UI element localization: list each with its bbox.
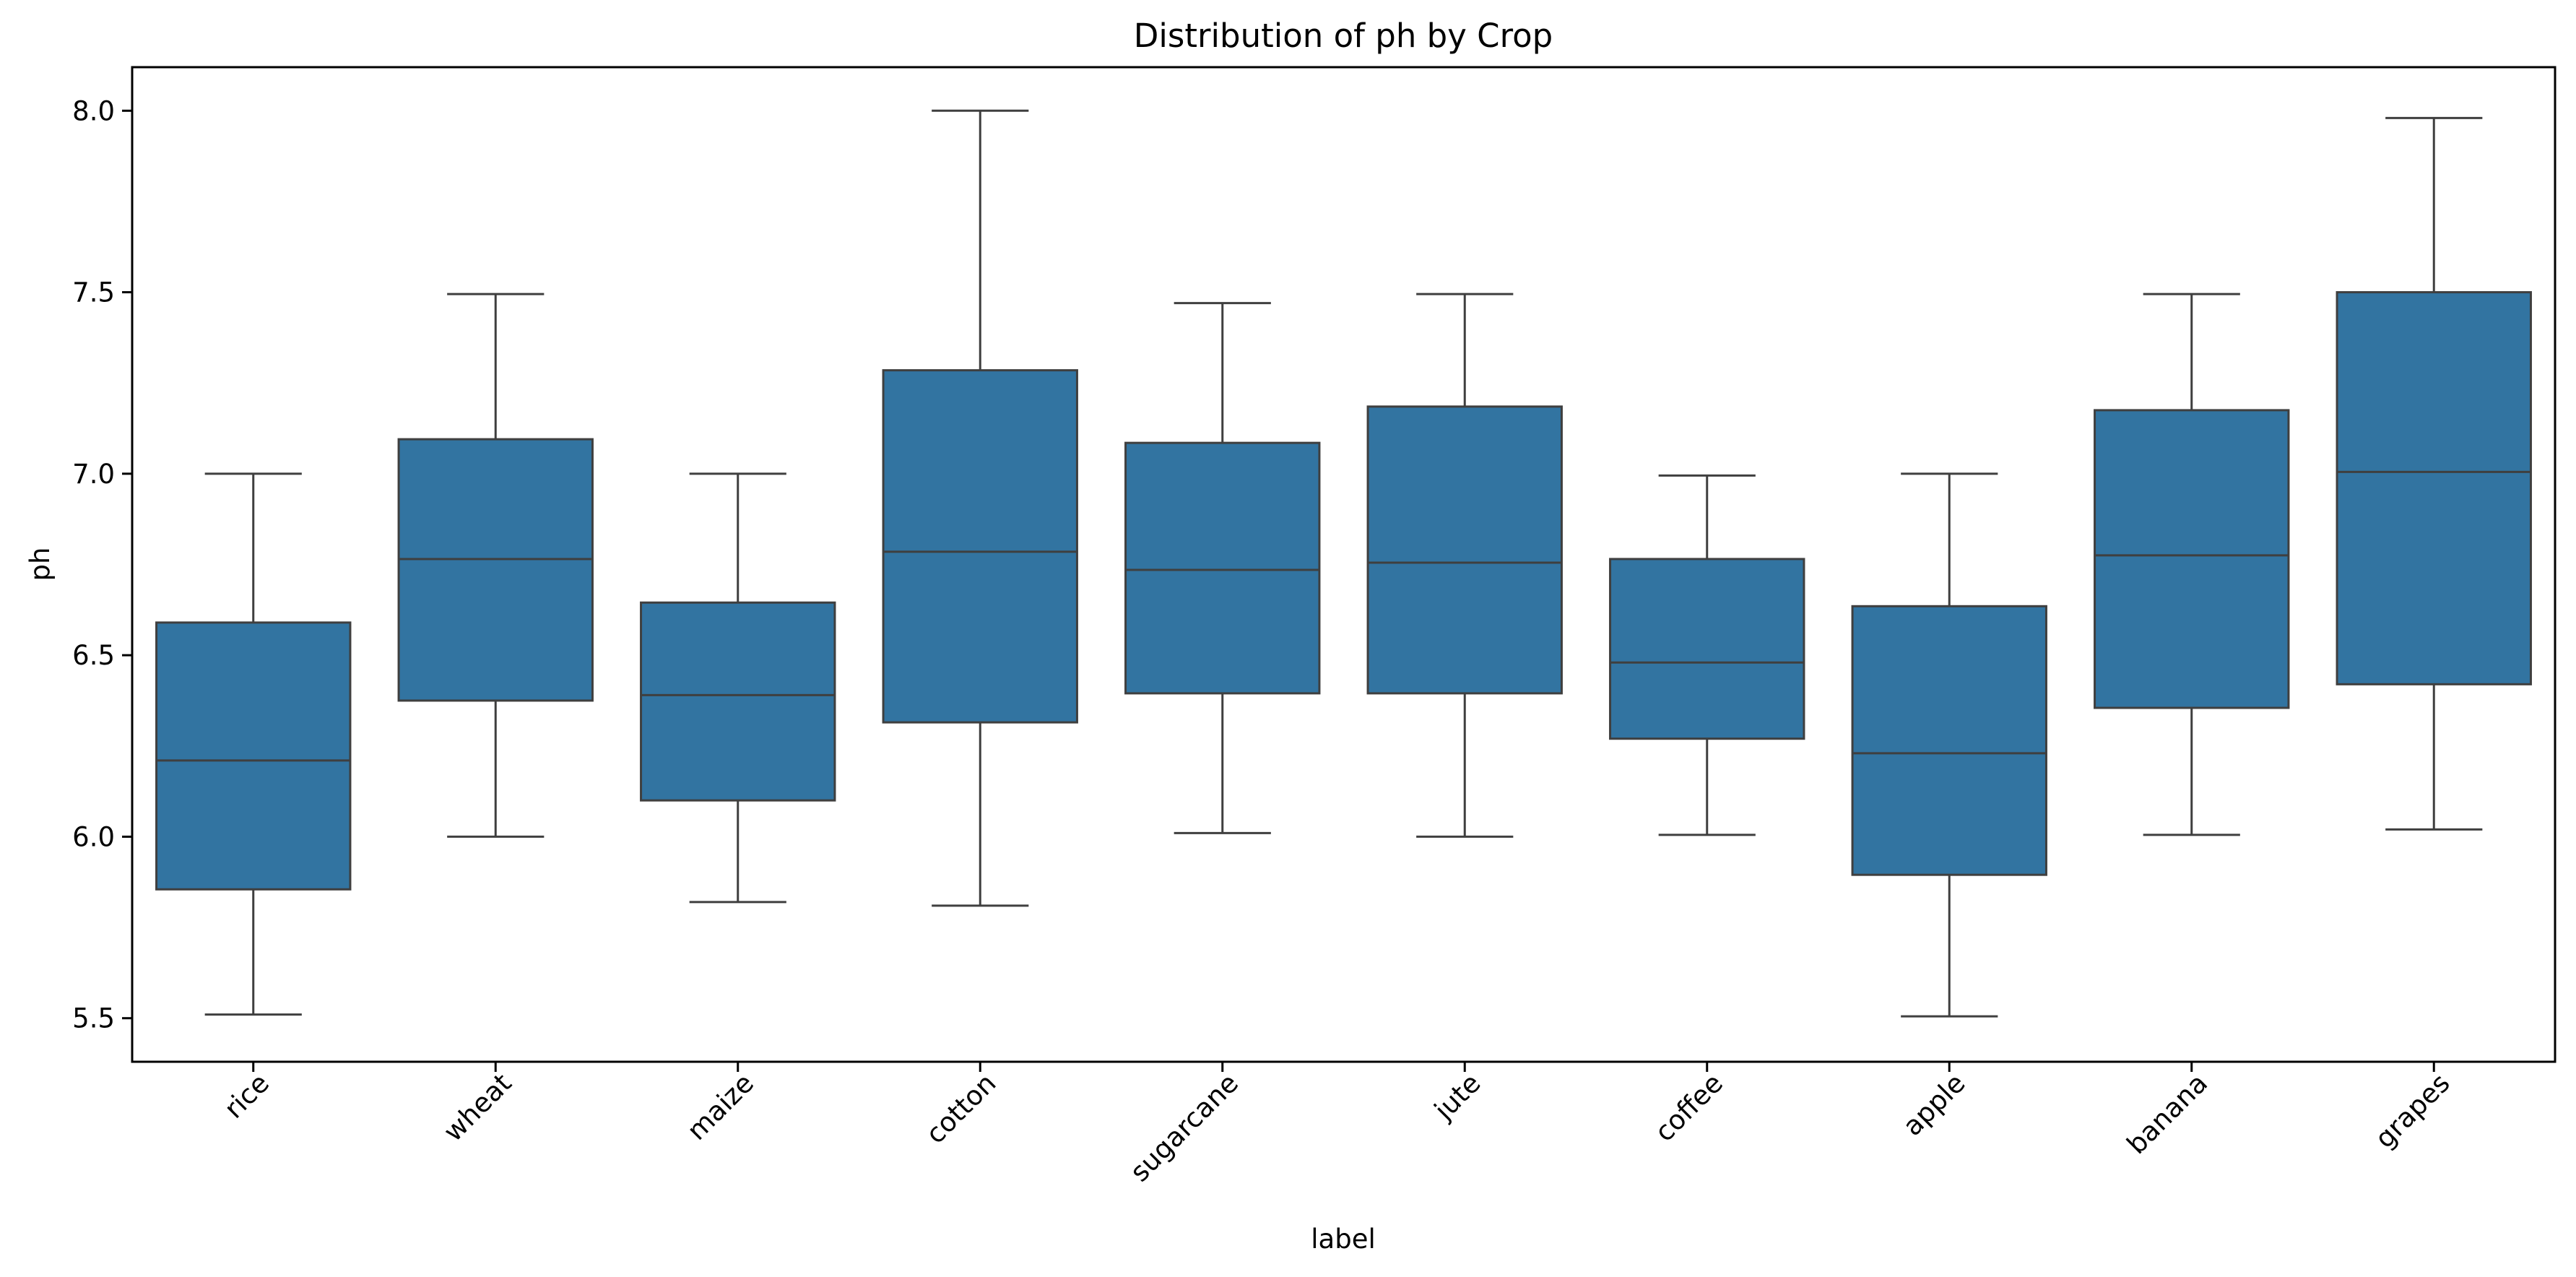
box-iqr [2094, 409, 2290, 709]
y-tick-label: 6.5 [72, 640, 115, 671]
y-tick-label: 7.0 [72, 459, 115, 490]
box-wheat [397, 293, 594, 838]
box-grapes [2336, 116, 2532, 831]
x-tick-label: rice [218, 1068, 275, 1125]
x-tick-label: jute [1428, 1068, 1486, 1126]
x-tick-label: grapes [2369, 1068, 2455, 1154]
box-iqr [640, 601, 836, 802]
x-tick-label: coffee [1649, 1068, 1729, 1148]
y-tick-label: 5.5 [72, 1003, 115, 1034]
box-iqr [882, 369, 1078, 724]
box-iqr [155, 621, 352, 891]
y-axis: 5.5 6.0 6.5 7.0 7.5 8.0 [72, 95, 132, 1034]
box-banana [2094, 293, 2290, 836]
x-tick-label: wheat [438, 1068, 518, 1148]
box-iqr [1124, 441, 1321, 695]
x-axis: rice wheat maize cotton sugarcane jute coffee a… [218, 1062, 2456, 1188]
box-iqr [1366, 405, 1563, 695]
box-apple [1851, 472, 2047, 1018]
box-coffee [1609, 474, 1805, 836]
box-jute [1366, 293, 1563, 838]
box-iqr [1851, 605, 2047, 876]
plot-area [155, 109, 2532, 1018]
y-axis-label: ph [25, 547, 56, 581]
box-iqr [2336, 291, 2532, 685]
box-rice [155, 472, 352, 1016]
box-sugarcane [1124, 302, 1321, 834]
box-maize [640, 472, 836, 904]
y-tick-label: 8.0 [72, 95, 115, 126]
x-tick-label: cotton [920, 1068, 1002, 1150]
box-iqr [397, 438, 594, 702]
chart-title: Distribution of ph by Crop [1134, 17, 1553, 55]
x-tick-label: maize [681, 1068, 760, 1146]
x-tick-label: apple [1897, 1068, 1972, 1142]
box-cotton [882, 109, 1078, 907]
x-axis-label: label [1311, 1224, 1375, 1255]
plot-frame [131, 66, 2557, 1063]
x-tick-label: banana [2121, 1068, 2213, 1160]
x-tick-label: sugarcane [1124, 1068, 1245, 1188]
box-iqr [1609, 558, 1805, 740]
y-tick-label: 6.0 [72, 821, 115, 852]
y-tick-label: 7.5 [72, 277, 115, 308]
